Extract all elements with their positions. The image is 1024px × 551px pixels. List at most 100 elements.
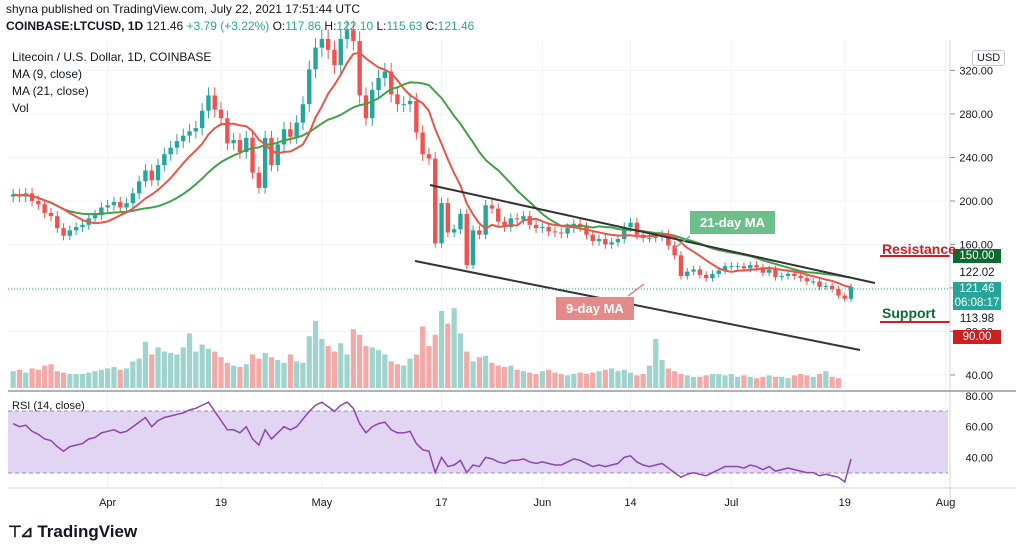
- candle-body: [590, 234, 595, 242]
- candle-body: [451, 229, 457, 233]
- volume-bar: [142, 341, 149, 388]
- candle-body: [622, 227, 627, 240]
- volume-bar: [577, 372, 583, 388]
- volume-bar: [583, 374, 590, 388]
- support-label: Support: [882, 305, 936, 321]
- ma9-callout-pointer: [627, 283, 645, 297]
- volume-bar: [79, 374, 86, 388]
- volume-bar: [243, 364, 249, 388]
- price-tick-label: 320.00: [959, 65, 993, 77]
- candle-body: [792, 273, 797, 276]
- candle-body: [748, 265, 753, 269]
- rsi-tick-label: 60.00: [965, 422, 993, 434]
- volume-bar: [816, 374, 823, 388]
- volume-bar: [659, 360, 665, 388]
- candle-body: [382, 71, 388, 79]
- candle-body: [111, 202, 117, 206]
- support-price-box: 90.00: [953, 330, 1001, 344]
- candle-body: [464, 214, 469, 266]
- volume-bar: [344, 354, 350, 388]
- volume-bar: [193, 351, 199, 388]
- tradingview-logo[interactable]: ⊤⊿ TradingView: [8, 522, 137, 542]
- candle-body: [477, 230, 482, 235]
- candle-body: [155, 165, 161, 181]
- volume-bar: [690, 376, 697, 388]
- candle-body: [804, 278, 810, 282]
- last-price: 121.46: [146, 19, 184, 33]
- volume-bar: [338, 343, 344, 388]
- volume-bar: [54, 371, 60, 388]
- volume-bar: [703, 375, 709, 388]
- candle-body: [414, 100, 419, 133]
- volume-bar: [212, 351, 218, 388]
- last-price-box: 121.46: [953, 282, 1001, 296]
- volume-bar: [161, 351, 167, 388]
- publisher-text: shyna published on TradingView.com, July…: [6, 2, 360, 16]
- candle-body: [798, 275, 803, 279]
- candle-body: [716, 270, 721, 274]
- candle-body: [401, 104, 406, 106]
- legend-rsi: RSI (14, close): [12, 400, 85, 412]
- candle-body: [92, 215, 98, 219]
- volume-bar: [489, 362, 495, 388]
- candle-body: [514, 218, 520, 220]
- price-tick-label: 280.00: [959, 109, 993, 121]
- volume-bar: [394, 364, 401, 388]
- volume-bar: [180, 347, 186, 388]
- time-tick-label: 19: [215, 497, 227, 509]
- volume-bar: [760, 376, 766, 388]
- candle-body: [697, 269, 703, 275]
- rsi-tick-label: 40.00: [965, 452, 993, 464]
- volume-bar: [363, 346, 369, 388]
- candle-body: [105, 205, 110, 208]
- volume-bar: [10, 371, 16, 388]
- volume-bar: [634, 375, 640, 388]
- candle-body: [546, 227, 551, 232]
- volume-bar: [766, 375, 772, 388]
- volume-bar: [728, 374, 734, 388]
- resistance-label: Resistance: [882, 241, 956, 257]
- candle-body: [67, 230, 73, 236]
- candle-body: [193, 128, 199, 132]
- volume-bar: [602, 369, 608, 388]
- price-tick-label: 40.00: [965, 370, 993, 382]
- volume-bar: [312, 320, 319, 388]
- volume-bar: [262, 353, 268, 388]
- candle-body: [262, 137, 268, 188]
- volume-bar: [621, 369, 627, 388]
- rsi-band: [8, 411, 948, 473]
- volume-bar: [86, 372, 92, 388]
- volume-bar: [130, 361, 136, 388]
- candle-body: [363, 95, 369, 119]
- candle-body: [351, 30, 356, 42]
- volume-bar: [539, 371, 545, 388]
- brand-name: TradingView: [37, 522, 138, 541]
- volume-bar: [514, 369, 520, 388]
- volume-bar: [357, 334, 363, 388]
- ma9-line: [12, 51, 852, 289]
- candle-body: [559, 232, 564, 234]
- candle-body: [256, 172, 262, 188]
- volume-bar: [747, 376, 753, 388]
- volume-bar: [741, 375, 747, 388]
- channel-upper-line[interactable]: [429, 184, 876, 284]
- candle-body: [533, 224, 539, 229]
- candle-body: [823, 285, 829, 287]
- volume-bar: [483, 355, 489, 388]
- volume-bar: [325, 346, 331, 388]
- volume-bar: [16, 369, 23, 388]
- channel-lower-line[interactable]: [414, 260, 861, 351]
- candle-body: [206, 95, 211, 111]
- candle-body: [773, 269, 778, 278]
- resistance-price-box: 150.00: [953, 249, 1001, 263]
- volume-bar: [375, 350, 382, 388]
- candle-body: [420, 132, 425, 155]
- volume-bar: [823, 371, 829, 388]
- currency-button[interactable]: USD: [972, 50, 1006, 66]
- volume-bar: [224, 362, 230, 388]
- volume-bar: [73, 374, 79, 388]
- ma21-callout-pointer: [674, 235, 691, 249]
- candle-body: [370, 90, 375, 119]
- volume-bar: [609, 368, 615, 388]
